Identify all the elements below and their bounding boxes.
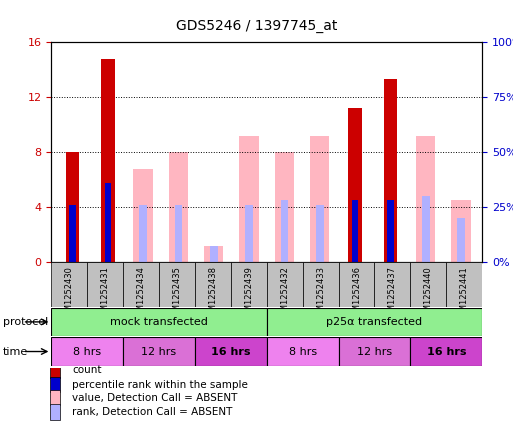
Bar	[339, 337, 410, 366]
Bar	[174, 205, 182, 262]
Text: mock transfected: mock transfected	[110, 317, 208, 327]
Text: value, Detection Call = ABSENT: value, Detection Call = ABSENT	[72, 393, 238, 403]
Bar	[267, 337, 339, 366]
Bar	[50, 363, 61, 378]
Text: GSM1252436: GSM1252436	[352, 266, 361, 322]
Bar	[410, 337, 482, 366]
Bar	[123, 337, 195, 366]
Text: GSM1252430: GSM1252430	[65, 266, 74, 321]
Text: percentile rank within the sample: percentile rank within the sample	[72, 379, 248, 390]
Bar	[159, 262, 195, 307]
Bar	[51, 262, 87, 307]
Text: GSM1252435: GSM1252435	[172, 266, 182, 321]
Bar	[50, 390, 61, 405]
Bar	[352, 201, 358, 262]
Bar	[240, 136, 259, 262]
Bar	[105, 183, 111, 262]
Text: p25α transfected: p25α transfected	[326, 317, 423, 327]
Bar	[87, 262, 123, 307]
Bar	[281, 201, 288, 262]
Text: GSM1252440: GSM1252440	[424, 266, 433, 321]
Bar	[50, 377, 61, 392]
Bar	[210, 246, 218, 262]
Text: count: count	[72, 365, 102, 375]
Text: GSM1252431: GSM1252431	[101, 266, 110, 321]
Bar	[231, 262, 267, 307]
Bar	[274, 152, 294, 262]
Bar	[422, 196, 429, 262]
Bar	[50, 404, 61, 420]
Text: rank, Detection Call = ABSENT: rank, Detection Call = ABSENT	[72, 407, 232, 417]
Bar	[51, 337, 123, 366]
Text: GSM1252434: GSM1252434	[136, 266, 146, 321]
Bar	[374, 262, 410, 307]
Text: 16 hrs: 16 hrs	[427, 346, 466, 357]
Bar	[267, 262, 303, 307]
Text: GDS5246 / 1397745_at: GDS5246 / 1397745_at	[176, 19, 337, 33]
Text: GSM1252437: GSM1252437	[388, 266, 397, 322]
Bar	[267, 308, 482, 336]
Text: GSM1252433: GSM1252433	[316, 266, 325, 322]
Bar	[123, 262, 159, 307]
Text: 8 hrs: 8 hrs	[289, 346, 317, 357]
Bar	[387, 201, 393, 262]
Text: 12 hrs: 12 hrs	[142, 346, 176, 357]
Bar	[451, 201, 471, 262]
Bar	[66, 152, 79, 262]
Bar	[348, 108, 362, 262]
Bar	[384, 80, 397, 262]
Bar	[339, 262, 374, 307]
Bar	[204, 246, 224, 262]
Text: GSM1252439: GSM1252439	[244, 266, 253, 321]
Bar	[316, 205, 324, 262]
Bar	[101, 59, 114, 262]
Bar	[303, 262, 339, 307]
Bar	[410, 262, 446, 307]
Bar	[139, 205, 147, 262]
Bar	[195, 262, 231, 307]
Bar	[169, 152, 188, 262]
Bar	[310, 136, 329, 262]
Bar	[195, 337, 267, 366]
Bar	[457, 218, 465, 262]
Text: GSM1252438: GSM1252438	[208, 266, 218, 322]
Bar	[69, 205, 76, 262]
Bar	[51, 308, 267, 336]
Text: 8 hrs: 8 hrs	[73, 346, 101, 357]
Text: GSM1252441: GSM1252441	[460, 266, 469, 321]
Text: time: time	[3, 346, 28, 357]
Bar	[133, 169, 153, 262]
Text: 12 hrs: 12 hrs	[357, 346, 392, 357]
Text: 16 hrs: 16 hrs	[211, 346, 250, 357]
Text: GSM1252432: GSM1252432	[280, 266, 289, 321]
Bar	[245, 205, 253, 262]
Text: protocol: protocol	[3, 317, 48, 327]
Bar	[446, 262, 482, 307]
Bar	[416, 136, 436, 262]
